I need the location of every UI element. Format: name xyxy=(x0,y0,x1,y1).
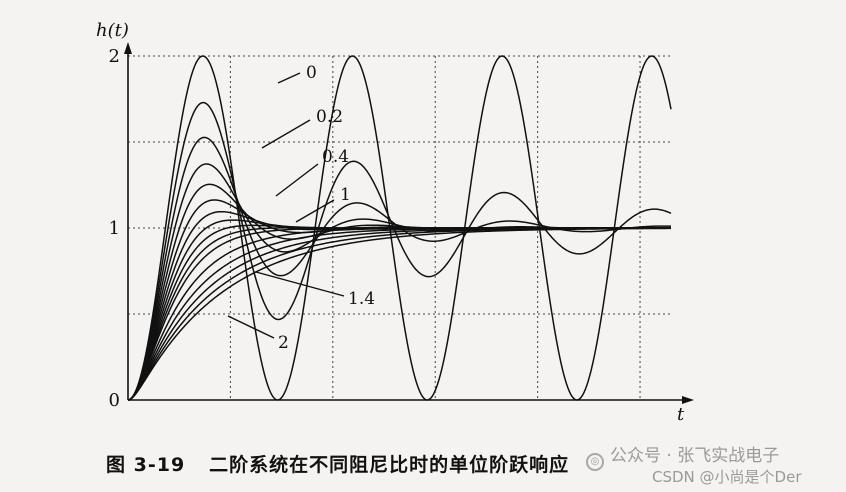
series-label-zeta: 0.2 xyxy=(316,107,343,127)
series-label-zeta: 1 xyxy=(340,185,351,205)
y-axis-arrow xyxy=(124,42,132,54)
leader-line xyxy=(277,72,301,84)
series-label-zeta: 1.4 xyxy=(348,289,375,309)
response-curve-zeta-0_1 xyxy=(127,101,672,401)
y-tick-label: 2 xyxy=(109,46,120,67)
series-label-zeta: 0 xyxy=(306,63,317,83)
y-tick-label: 1 xyxy=(109,218,120,239)
wechat-icon: ◎ xyxy=(586,453,604,471)
y-tick-label: 0 xyxy=(109,390,120,411)
response-curve-zeta-0_2 xyxy=(127,136,672,401)
response-curve-zeta-2 xyxy=(127,227,672,401)
label-leaders xyxy=(227,72,345,339)
watermark-csdn: CSDN @小尚是个Der xyxy=(652,466,801,487)
figure-number: 图 3-19 xyxy=(106,454,186,476)
x-axis-label: t xyxy=(677,404,685,425)
watermark-line1: 公众号 · 张飞实战电子 xyxy=(610,446,780,466)
response-curve-zeta-0_3 xyxy=(127,163,671,401)
watermark-line2: CSDN @小尚是个Der xyxy=(652,468,802,486)
response-curve-zeta-0_7 xyxy=(127,219,671,401)
leader-line xyxy=(227,315,275,339)
leader-line xyxy=(275,163,319,197)
series-label-zeta: 2 xyxy=(278,333,289,353)
series-label-zeta: 0.4 xyxy=(322,147,349,167)
y-axis-label: h(t) xyxy=(96,20,129,41)
figure-title: 二阶系统在不同阻尼比时的单位阶跃响应 xyxy=(209,454,570,476)
response-curves xyxy=(127,55,672,401)
leader-line xyxy=(295,199,335,223)
leader-line xyxy=(255,271,345,297)
axes xyxy=(124,42,694,404)
leader-line xyxy=(261,119,311,149)
watermark-wechat: ◎ 公众号 · 张飞实战电子 xyxy=(586,441,779,471)
x-axis-arrow xyxy=(682,396,694,404)
figure-caption: 图 3-19 二阶系统在不同阻尼比时的单位阶跃响应 xyxy=(106,450,569,477)
response-curve-zeta-0 xyxy=(127,55,672,401)
